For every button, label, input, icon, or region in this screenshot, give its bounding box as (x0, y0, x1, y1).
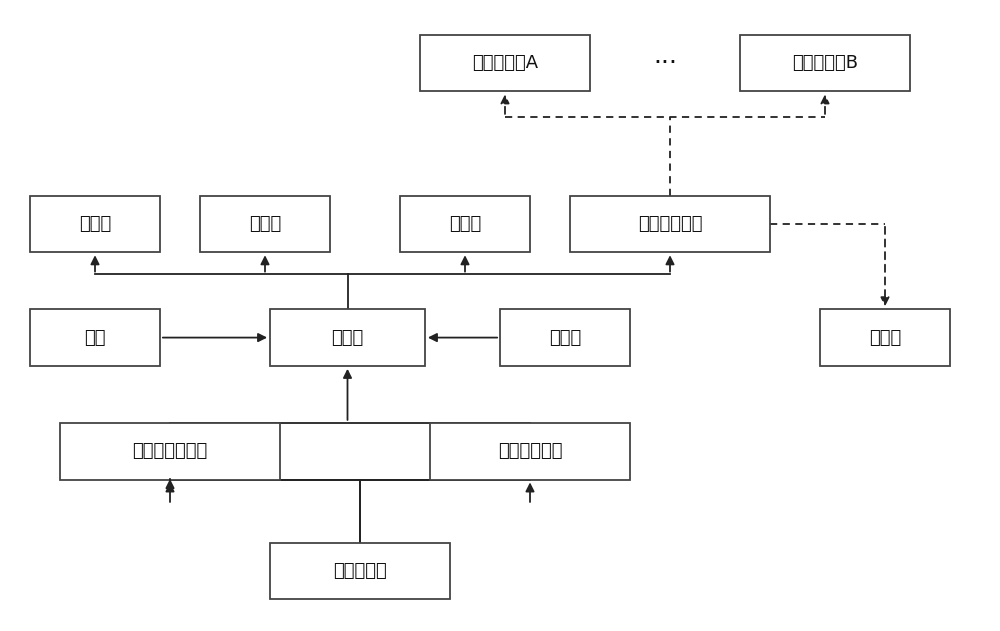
Bar (30, 196, 160, 252)
Text: 热释电传感器: 热释电传感器 (498, 442, 562, 460)
Bar (200, 196, 330, 252)
Text: 触摸屏: 触摸屏 (79, 215, 111, 233)
Text: 读卡器: 读卡器 (549, 329, 581, 346)
Text: 可移动终端A: 可移动终端A (472, 54, 538, 72)
Bar (570, 196, 770, 252)
Text: 可移动终端B: 可移动终端B (792, 54, 858, 72)
Text: ···: ··· (653, 51, 677, 75)
Text: 无线通信单元: 无线通信单元 (638, 215, 702, 233)
Text: 扫描器: 扫描器 (449, 215, 481, 233)
Text: 温差发电片: 温差发电片 (333, 562, 387, 580)
Text: 指纹识别传感器: 指纹识别传感器 (132, 442, 208, 460)
Text: 智能锁: 智能锁 (869, 329, 901, 346)
Text: 提示器: 提示器 (249, 215, 281, 233)
Text: 单片机: 单片机 (331, 329, 364, 346)
Bar (430, 423, 630, 480)
Text: 电源: 电源 (84, 329, 106, 346)
Bar (60, 423, 280, 480)
Bar (820, 309, 950, 366)
Bar (500, 309, 630, 366)
Bar (740, 35, 910, 91)
Bar (270, 309, 425, 366)
Bar (400, 196, 530, 252)
Bar (30, 309, 160, 366)
Bar (270, 543, 450, 599)
Bar (420, 35, 590, 91)
